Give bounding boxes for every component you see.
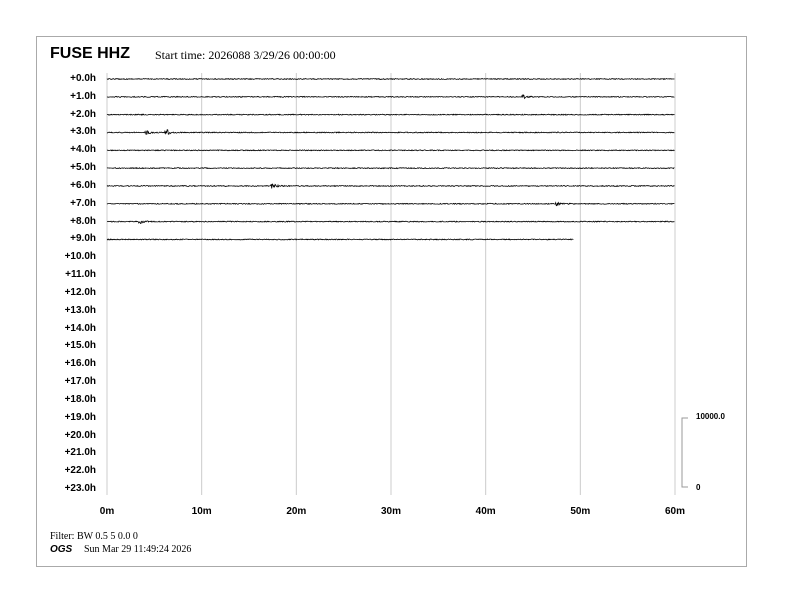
row-label: +6.0h: [70, 179, 96, 191]
x-tick-label: 40m: [475, 506, 496, 517]
row-label: +19.0h: [64, 411, 96, 423]
trace-row-6: [106, 183, 675, 189]
row-label: +9.0h: [70, 233, 96, 245]
row-label: +22.0h: [64, 465, 96, 477]
trace-row-0: [106, 77, 675, 81]
x-tick-label: 60m: [664, 506, 685, 517]
helicorder-frame: [36, 36, 747, 567]
filter-info: Filter: BW 0.5 5 0.0 0: [50, 531, 138, 542]
row-label: +8.0h: [70, 215, 96, 227]
start-time: Start time: 2026088 3/29/26 00:00:00: [155, 48, 336, 62]
row-label: +18.0h: [64, 393, 96, 405]
row-label: +1.0h: [70, 90, 96, 102]
generated-time: Sun Mar 29 11:49:24 2026: [84, 544, 192, 555]
org-label: OGS: [50, 544, 73, 555]
row-label: +4.0h: [70, 144, 96, 156]
x-tick-label: 20m: [286, 506, 307, 517]
row-label: +0.0h: [70, 73, 96, 84]
trace-row-3: [106, 129, 675, 135]
scale-top-label: 10000.0: [696, 412, 725, 421]
trace-row-1: [106, 94, 675, 100]
trace-row-7: [106, 201, 675, 207]
row-label: +23.0h: [64, 483, 96, 494]
row-label: +17.0h: [64, 376, 96, 388]
row-label: +10.0h: [64, 251, 96, 263]
row-label: +5.0h: [70, 162, 96, 174]
x-tick-label: 50m: [570, 506, 591, 517]
x-tick-label: 10m: [191, 506, 212, 517]
row-label: +3.0h: [70, 126, 96, 138]
x-tick-label: 30m: [380, 506, 401, 517]
x-tick-label: 0m: [99, 506, 115, 517]
station-title: FUSE HHZ: [50, 45, 130, 62]
trace-row-4: [106, 149, 675, 152]
trace-row-5: [106, 166, 675, 170]
scale-bottom-label: 0: [696, 483, 701, 492]
trace-row-8: [107, 220, 675, 225]
row-label: +2.0h: [70, 108, 96, 120]
row-label: +16.0h: [64, 358, 96, 370]
row-label: +20.0h: [64, 429, 96, 441]
row-label: +21.0h: [64, 447, 96, 459]
row-label: +12.0h: [64, 286, 96, 298]
row-label: +7.0h: [70, 197, 96, 209]
trace-row-9: [106, 238, 574, 241]
amplitude-scale-bar: [681, 417, 688, 488]
row-label: +15.0h: [64, 340, 96, 352]
row-label: +14.0h: [64, 322, 96, 334]
row-label: +11.0h: [65, 269, 96, 281]
row-label: +13.0h: [64, 304, 96, 316]
trace-row-2: [106, 113, 675, 116]
